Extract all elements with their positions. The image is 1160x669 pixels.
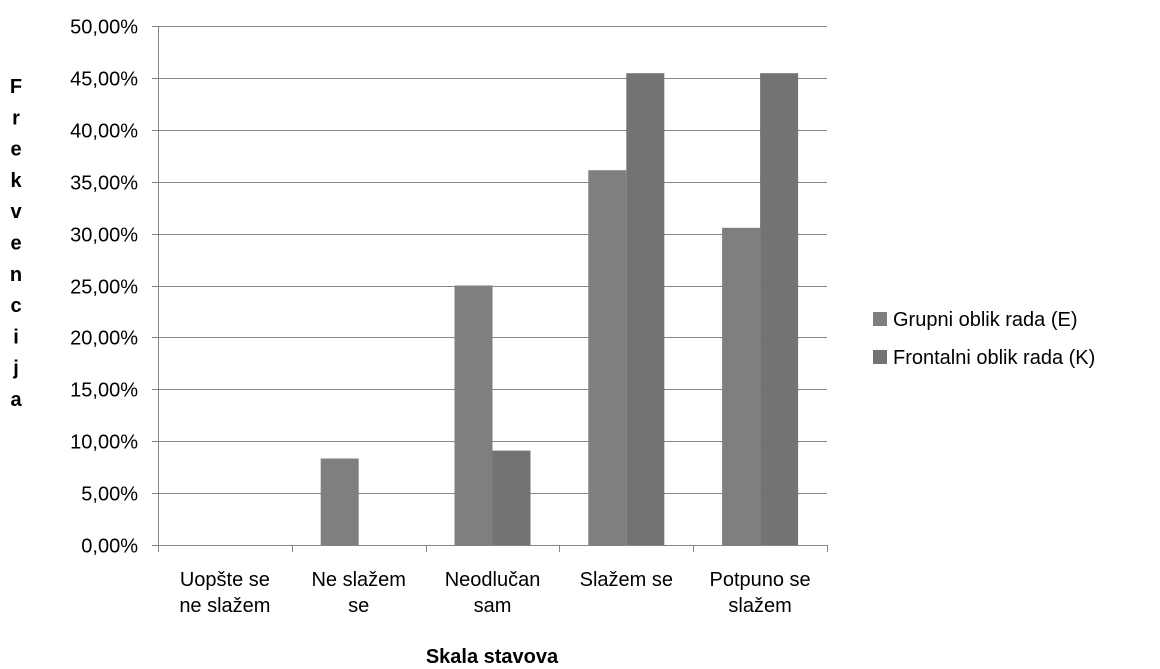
x-category-labels: Uopšte se ne slažem Ne slažem se Neodlučan sa… (179, 569, 810, 617)
bars (320, 73, 799, 546)
bar-grupni (588, 170, 627, 545)
y-tick-labels: 0,00% 5,00% 10,00% 15,00% 20,00% 25,00% 30,00%… (70, 17, 138, 558)
y-axis-title-letter: e (10, 139, 21, 161)
legend-label: Frontalni oblik rada (K) (893, 347, 1095, 369)
y-tick-label: 20,00% (70, 328, 138, 350)
y-tick-label: 15,00% (70, 380, 138, 402)
y-tick-label: 25,00% (70, 277, 138, 299)
legend-swatch (873, 350, 887, 364)
x-category-label: Neodlučan sam (445, 569, 541, 617)
axes (152, 26, 828, 552)
x-category-label: Potpuno se slažem (709, 569, 810, 617)
bar-grupni (722, 227, 761, 546)
y-axis-title-letter: e (10, 233, 21, 255)
x-category-label: Uopšte se ne slažem (179, 569, 270, 617)
y-axis-title-letter: n (10, 264, 22, 286)
y-axis-title-letter: k (10, 170, 22, 192)
bar-grupni (454, 285, 493, 545)
y-tick-label: 10,00% (70, 432, 138, 454)
legend-label: Grupni oblik rada (E) (893, 309, 1078, 331)
bar-frontalni (626, 73, 665, 545)
y-axis-title-letter: r (12, 107, 20, 129)
legend: Grupni oblik rada (E) Frontalni oblik rad… (873, 309, 1095, 369)
y-axis-title-letter: F (10, 76, 22, 98)
y-tick-label: 40,00% (70, 121, 138, 143)
y-tick-label: 30,00% (70, 225, 138, 247)
x-category-label: Ne slažem se (311, 569, 405, 617)
y-tick-label: 35,00% (70, 173, 138, 195)
legend-swatch (873, 312, 887, 326)
bar-grupni (320, 458, 359, 545)
y-axis-title-letter: i (13, 326, 19, 348)
x-category-label: Slažem se (580, 569, 673, 591)
y-axis-title-letter: v (10, 201, 22, 223)
x-axis-title: Skala stavova (426, 646, 559, 668)
y-tick-label: 0,00% (81, 536, 138, 558)
y-axis-title-letter: a (10, 389, 22, 411)
bar-frontalni (760, 73, 799, 545)
y-axis-title-letter: j (12, 358, 19, 380)
y-tick-label: 50,00% (70, 17, 138, 39)
bar-frontalni (492, 450, 531, 545)
y-tick-label: 45,00% (70, 69, 138, 91)
y-tick-label: 5,00% (81, 484, 138, 506)
y-axis-title-letter: c (10, 295, 21, 317)
